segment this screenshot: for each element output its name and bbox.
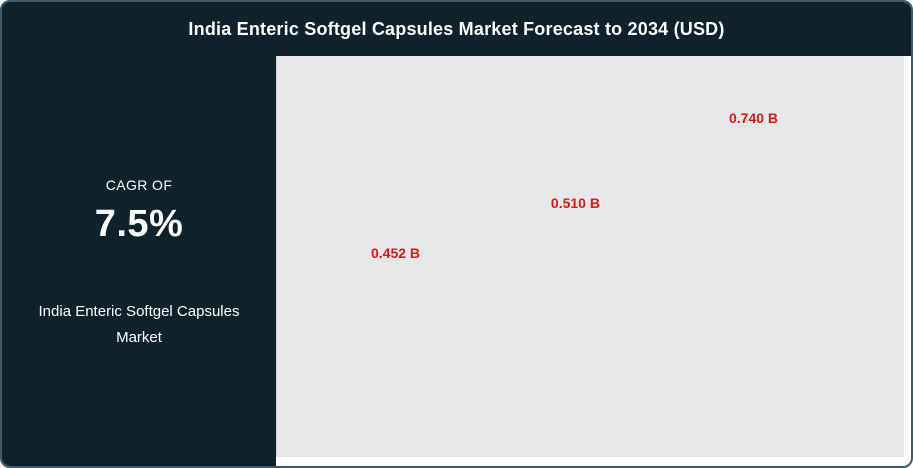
sidebar: CAGR OF 7.5% India Enteric Softgel Capsu… bbox=[2, 2, 276, 466]
data-label: 0.452 B bbox=[370, 244, 421, 261]
market-name: India Enteric Softgel Capsules Market bbox=[38, 303, 240, 346]
header: India Enteric Softgel Capsules Market Fo… bbox=[2, 2, 911, 56]
chart-plot-area: 0.452 B 0.510 B 0.740 B bbox=[276, 56, 904, 457]
data-label: 0.740 B bbox=[728, 110, 779, 127]
cagr-label: CAGR OF bbox=[105, 177, 173, 193]
cagr-value: 7.5% bbox=[94, 203, 184, 245]
chart-title: India Enteric Softgel Capsules Market Fo… bbox=[188, 19, 725, 39]
data-label: 0.510 B bbox=[550, 195, 600, 212]
